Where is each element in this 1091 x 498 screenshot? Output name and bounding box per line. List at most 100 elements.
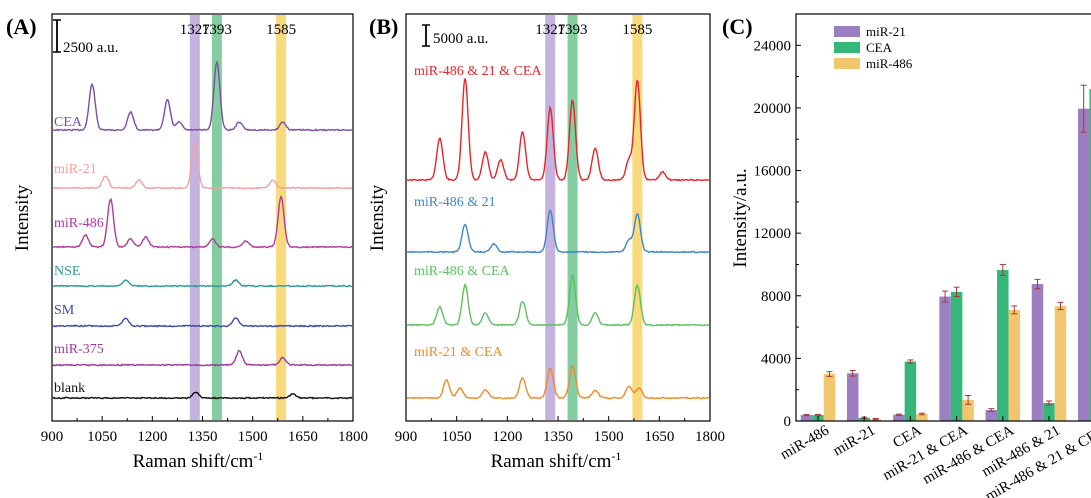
- panel-a-scalebar-label: 2500 a.u.: [63, 40, 118, 56]
- panel-c-bar-mir-486-21-cea-mir-21: [1077, 108, 1090, 421]
- panel-b-trace-label-mir-486-21-cea: miR-486 & 21 & CEA: [414, 64, 542, 79]
- panel-c-y-tick-label: 12000: [754, 226, 792, 242]
- panel-b-scalebar-label: 5000 a.u.: [433, 31, 488, 47]
- panel-a-trace-label-cea: CEA: [54, 115, 83, 130]
- panel-c: (C) 0 4000 8000 12000 16000 20000 24000 miR-48…: [722, 13, 1091, 498]
- panel-c-legend-label-mir-21: miR-21: [866, 24, 906, 39]
- panel-b-x-axis-title-sup: -1: [611, 449, 621, 463]
- panel-a-x-tick-label: 1200: [137, 429, 167, 445]
- panel-a-band-label-1585: 1585: [266, 22, 296, 38]
- panel-a-x-tick-label: 1650: [288, 429, 318, 445]
- panel-a-x-axis-title: Raman shift/cm-1: [133, 449, 264, 472]
- panel-a-trace-mir-486: [52, 195, 353, 249]
- panel-c-label: (C): [722, 14, 753, 39]
- panel-c-bar-mir-486-21-cea-cea: [1089, 89, 1091, 421]
- panel-b-x-tick-label: 1050: [442, 429, 472, 445]
- panel-a-trace-label-mir-375: miR-375: [54, 342, 104, 357]
- panel-b-x-tick-label: 1350: [543, 429, 573, 445]
- panel-b-band-label-1393: 1393: [558, 22, 588, 38]
- panel-c-legend-label-mir-486: miR-486: [866, 56, 913, 71]
- panel-a-trace-cea: [52, 60, 353, 132]
- panel-c-y-tick-label: 16000: [754, 164, 792, 180]
- panel-a-x-axis: 900 1050 1200 1350 1500 1650 1800: [41, 416, 368, 445]
- panel-c-bar-mir-486-21-mir-486: [1054, 305, 1067, 421]
- panel-a-trace-label-blank: blank: [54, 381, 85, 396]
- panel-c-bar-mir-486-cea-mir-21: [985, 410, 998, 421]
- panel-c-bar-cea-mir-486: [916, 413, 928, 421]
- panel-b-x-tick-label: 1800: [695, 429, 725, 445]
- panel-b-band-1393: [567, 15, 578, 420]
- panel-b-trace-mir-21-cea: [406, 365, 710, 400]
- panel-c-legend-swatch-mir-21: [834, 26, 860, 37]
- panel-c-y-tick-label: 24000: [754, 38, 792, 54]
- panel-a-trace-mir-21: [52, 140, 353, 190]
- panel-c-legend-swatch-mir-486: [834, 58, 860, 69]
- panel-c-legend-label-cea: CEA: [866, 40, 893, 55]
- panel-c-y-tick-label: 0: [784, 414, 792, 430]
- panel-a-band-1327: [189, 15, 200, 420]
- panel-a-trace-nse: [52, 278, 353, 288]
- panel-b-x-tick-label: 1200: [492, 429, 522, 445]
- panel-c-bar-mir-21-cea-mir-21: [939, 296, 951, 421]
- panel-c-bar-mir-21-cea-cea: [950, 291, 963, 421]
- panel-a-trace-label-sm: SM: [54, 303, 75, 318]
- panel-b-label: (B): [369, 14, 398, 39]
- panel-c-bar-mir-486-mir-21: [800, 415, 813, 421]
- panel-b-trace-mir-486-21-cea: [406, 78, 710, 182]
- panel-a-label: (A): [6, 14, 37, 39]
- panel-b-band-label-1327: 1327: [535, 22, 566, 38]
- panel-a-x-tick-label: 1500: [238, 429, 268, 445]
- panel-c-x-tick-label-mir-21: miR-21: [830, 423, 878, 460]
- panel-c-y-tick-label: 8000: [761, 289, 791, 305]
- panel-a-trace-label-mir-486: miR-486: [54, 216, 104, 231]
- panel-c-bar-cea-mir-21: [893, 414, 905, 421]
- panel-a-x-axis-title-text: Raman shift/cm: [133, 451, 254, 472]
- panel-a-trace-mir-375: [52, 349, 353, 367]
- panel-a-trace-label-mir-21: miR-21: [54, 162, 97, 177]
- panel-a-band-1393: [211, 15, 222, 420]
- panel-a-trace-blank: [52, 391, 353, 400]
- panel-a-x-tick-label: 1800: [338, 429, 368, 445]
- panel-b-trace-label-mir-21-cea: miR-21 & CEA: [414, 345, 504, 360]
- panel-c-y-axis-title: Intensity/a.u.: [730, 168, 751, 267]
- panel-b-band-1585: [632, 15, 643, 420]
- panel-a-x-tick-label: 1050: [87, 429, 117, 445]
- panel-a-band-label-1393: 1393: [202, 22, 232, 38]
- panel-c-bar-mir-21-mir-21: [846, 373, 859, 421]
- panel-c-bars: [800, 84, 1091, 421]
- panel-b-x-axis: 900 1050 1200 1350 1500 1650 1800: [395, 416, 725, 445]
- panel-b-trace-label-mir-486-21: miR-486 & 21: [414, 195, 496, 210]
- panel-c-y-tick-label: 4000: [761, 351, 791, 367]
- panel-b-x-tick-label: 1500: [594, 429, 624, 445]
- panel-c-bar-mir-486-mir-486: [823, 374, 836, 421]
- panel-b-trace-mir-486-21: [406, 208, 710, 254]
- panel-a-x-tick-label: 900: [41, 429, 64, 445]
- panel-a-traces: CEA miR-21 miR-486 NSE SM miR-375 blank: [52, 60, 353, 400]
- panel-a-trace-label-nse: NSE: [54, 264, 80, 279]
- panel-c-bar-cea-cea: [904, 361, 917, 421]
- panel-b-trace-mir-486-cea: [406, 274, 709, 327]
- panel-c-frame: [795, 13, 1091, 422]
- panel-a-trace-sm: [52, 317, 353, 328]
- panel-b-band-1327: [545, 15, 556, 420]
- panel-c-y-axis: 0 4000 8000 12000 16000 20000 24000: [754, 38, 801, 430]
- panel-b-x-tick-label: 900: [395, 429, 418, 445]
- panel-b-x-axis-title-text: Raman shift/cm: [491, 451, 612, 472]
- panel-b-trace-label-mir-486-cea: miR-486 & CEA: [414, 264, 511, 279]
- panel-b-x-axis-title: Raman shift/cm-1: [491, 449, 622, 472]
- panel-a-band-1585: [276, 15, 287, 420]
- panel-a-y-axis-title: Intensity: [12, 184, 33, 251]
- panel-c-bar-mir-486-21-mir-21: [1031, 284, 1044, 421]
- panel-c-bar-mir-21-cea-mir-486: [962, 399, 974, 421]
- panel-b-traces: miR-486 & 21 & CEA miR-486 & 21 miR-486 & …: [406, 64, 710, 400]
- panel-a-band-label-1327: 1327: [180, 22, 211, 38]
- panel-c-bar-mir-486-21-cea: [1043, 402, 1055, 421]
- panel-a-x-tick-label: 1350: [188, 429, 218, 445]
- panel-c-bar-mir-486-cea-mir-486: [1008, 309, 1021, 421]
